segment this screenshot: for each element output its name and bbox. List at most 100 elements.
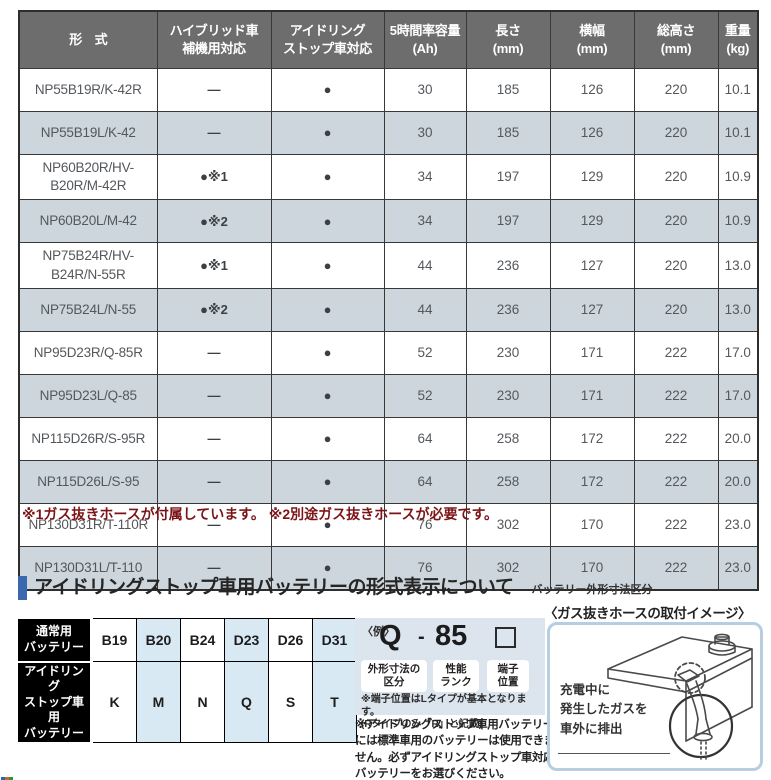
capacity-cell: 30 bbox=[383, 111, 467, 155]
example-part-label-0: 外形寸法の 区分 bbox=[361, 660, 427, 693]
weight-cell: 23.0 bbox=[717, 502, 759, 547]
length-cell: 230 bbox=[465, 330, 551, 375]
column-header-1: ハイブリッド車 補機用対応 bbox=[156, 10, 272, 69]
hybrid-cell: ●※2 bbox=[156, 287, 272, 332]
height-cell: 222 bbox=[633, 330, 719, 375]
idling-cell: ● bbox=[270, 199, 385, 244]
table-row: NP75B24R/HV-B24R/N-55R ●※1 ● 44 236 127 220 13.… bbox=[18, 242, 759, 289]
model-cell: NP115D26R/S-95R bbox=[18, 416, 158, 461]
column-header-3: 5時間率容量 (Ah) bbox=[383, 10, 467, 69]
model-cell: NP60B20L/M-42 bbox=[18, 199, 158, 244]
normal-code-cell: B20 bbox=[136, 618, 181, 662]
table-row: NP130D31R/T-110R ― ● 76 302 170 222 23.0 bbox=[18, 502, 759, 547]
capacity-cell: 44 bbox=[383, 287, 467, 332]
idling-cell: ● bbox=[270, 545, 385, 591]
table-row: NP95D23L/Q-85 ― ● 52 230 171 222 17.0 bbox=[18, 373, 759, 418]
capacity-cell: 44 bbox=[383, 242, 467, 289]
column-header-7: 重量 (kg) bbox=[717, 10, 759, 69]
column-header-5: 横幅 (mm) bbox=[549, 10, 635, 69]
normal-code-cell: B24 bbox=[180, 618, 225, 662]
length-cell: 236 bbox=[465, 242, 551, 289]
normal-code-cell: D31 bbox=[312, 618, 357, 662]
example-performance-rank: 85 bbox=[435, 620, 468, 652]
capacity-cell: 30 bbox=[383, 68, 467, 112]
weight-cell: 10.9 bbox=[717, 153, 759, 201]
normal-code-cell: B19 bbox=[91, 618, 137, 662]
width-cell: 126 bbox=[549, 68, 635, 112]
height-cell: 222 bbox=[633, 545, 719, 591]
hybrid-cell: ― bbox=[156, 330, 272, 375]
length-cell: 258 bbox=[465, 459, 551, 504]
length-cell: 197 bbox=[465, 199, 551, 244]
weight-cell: 13.0 bbox=[717, 242, 759, 289]
height-cell: 220 bbox=[633, 242, 719, 289]
hybrid-cell: ― bbox=[156, 373, 272, 418]
idling-cell: ● bbox=[270, 111, 385, 155]
hybrid-cell: ●※1 bbox=[156, 242, 272, 289]
model-cell: NP130D31L/T-110 bbox=[18, 545, 158, 591]
capacity-cell: 76 bbox=[383, 502, 467, 547]
height-cell: 220 bbox=[633, 287, 719, 332]
hose-caption: 充電中に 発生したガスを 車外に排出 bbox=[560, 683, 648, 736]
width-cell: 129 bbox=[549, 153, 635, 201]
idling-cell: ● bbox=[270, 373, 385, 418]
capacity-cell: 76 bbox=[383, 545, 467, 591]
length-cell: 236 bbox=[465, 287, 551, 332]
idling-code-cell: K bbox=[91, 661, 137, 743]
width-cell: 170 bbox=[549, 545, 635, 591]
hybrid-cell: ― bbox=[156, 502, 272, 547]
table-row: NP60B20L/M-42 ●※2 ● 34 197 129 220 10.9 bbox=[18, 199, 759, 244]
model-code-example-box: 〈例〉 Q - 85 外形寸法の 区分 性能 ランク 端子 位置 ※端子位置はLタイ… bbox=[355, 618, 545, 730]
width-cell: 127 bbox=[549, 242, 635, 289]
weight-cell: 17.0 bbox=[717, 330, 759, 375]
model-cell: NP115D26L/S-95 bbox=[18, 459, 158, 504]
column-header-6: 総高さ (mm) bbox=[633, 10, 719, 69]
weight-cell: 10.1 bbox=[717, 68, 759, 112]
idling-cell: ● bbox=[270, 68, 385, 112]
size-class-mapping-table: 通常用 バッテリー B19 B20 B24 D23 D26 D31 アイドリング ストップ… bbox=[18, 618, 357, 743]
hose-section-title: 〈ガス抜きホースの取付イメージ〉 bbox=[544, 606, 752, 621]
width-cell: 170 bbox=[549, 502, 635, 547]
width-cell: 127 bbox=[549, 287, 635, 332]
hybrid-cell: ― bbox=[156, 68, 272, 112]
hybrid-cell: ●※2 bbox=[156, 199, 272, 244]
height-cell: 222 bbox=[633, 373, 719, 418]
normal-code-cell: D26 bbox=[268, 618, 313, 662]
normal-battery-row: 通常用 バッテリー B19 B20 B24 D23 D26 D31 bbox=[18, 618, 357, 663]
idling-battery-label: アイドリング ストップ車用 バッテリー bbox=[18, 661, 93, 743]
model-cell: NP95D23L/Q-85 bbox=[18, 373, 158, 418]
weight-cell: 13.0 bbox=[717, 287, 759, 332]
terminal-position-placeholder-square bbox=[495, 627, 516, 648]
capacity-cell: 52 bbox=[383, 373, 467, 418]
column-header-2: アイドリング ストップ車対応 bbox=[270, 10, 385, 69]
height-cell: 220 bbox=[633, 199, 719, 244]
heading-accent-bar bbox=[18, 576, 27, 600]
model-cell: NP55B19R/K-42R bbox=[18, 68, 158, 112]
idling-cell: ● bbox=[270, 153, 385, 201]
length-cell: 258 bbox=[465, 416, 551, 461]
spec-table-header-row: 形 式ハイブリッド車 補機用対応 アイドリング ストップ車対応 5時間率容量 (Ah… bbox=[18, 10, 759, 69]
table-row: NP95D23R/Q-85R ― ● 52 230 171 222 17.0 bbox=[18, 330, 759, 375]
idling-cell: ● bbox=[270, 459, 385, 504]
model-cell: NP75B24L/N-55 bbox=[18, 287, 158, 332]
example-separator: - bbox=[418, 626, 425, 648]
length-cell: 185 bbox=[465, 68, 551, 112]
model-cell: NP95D23R/Q-85R bbox=[18, 330, 158, 375]
height-cell: 220 bbox=[633, 111, 719, 155]
terminal-position-note: ※端子位置はLタイプが基本となります。 (Rタイプのみ「R」と記載) bbox=[361, 694, 527, 730]
idling-cell: ● bbox=[270, 287, 385, 332]
weight-cell: 10.1 bbox=[717, 111, 759, 155]
column-header-4: 長さ (mm) bbox=[465, 10, 551, 69]
table-row: NP115D26L/S-95 ― ● 64 258 172 222 20.0 bbox=[18, 459, 759, 504]
model-cell: NP130D31R/T-110R bbox=[18, 502, 158, 547]
hybrid-cell: ●※1 bbox=[156, 153, 272, 201]
length-cell: 302 bbox=[465, 545, 551, 591]
section-title: アイドリングストップ車用バッテリーの形式表示について bbox=[34, 577, 514, 599]
section-heading: アイドリングストップ車用バッテリーの形式表示について バッテリー外形寸法区分 bbox=[18, 576, 652, 600]
width-cell: 172 bbox=[549, 416, 635, 461]
height-cell: 222 bbox=[633, 416, 719, 461]
weight-cell: 20.0 bbox=[717, 416, 759, 461]
table-row: NP130D31L/T-110 ― ● 76 302 170 222 23.0 bbox=[18, 545, 759, 591]
